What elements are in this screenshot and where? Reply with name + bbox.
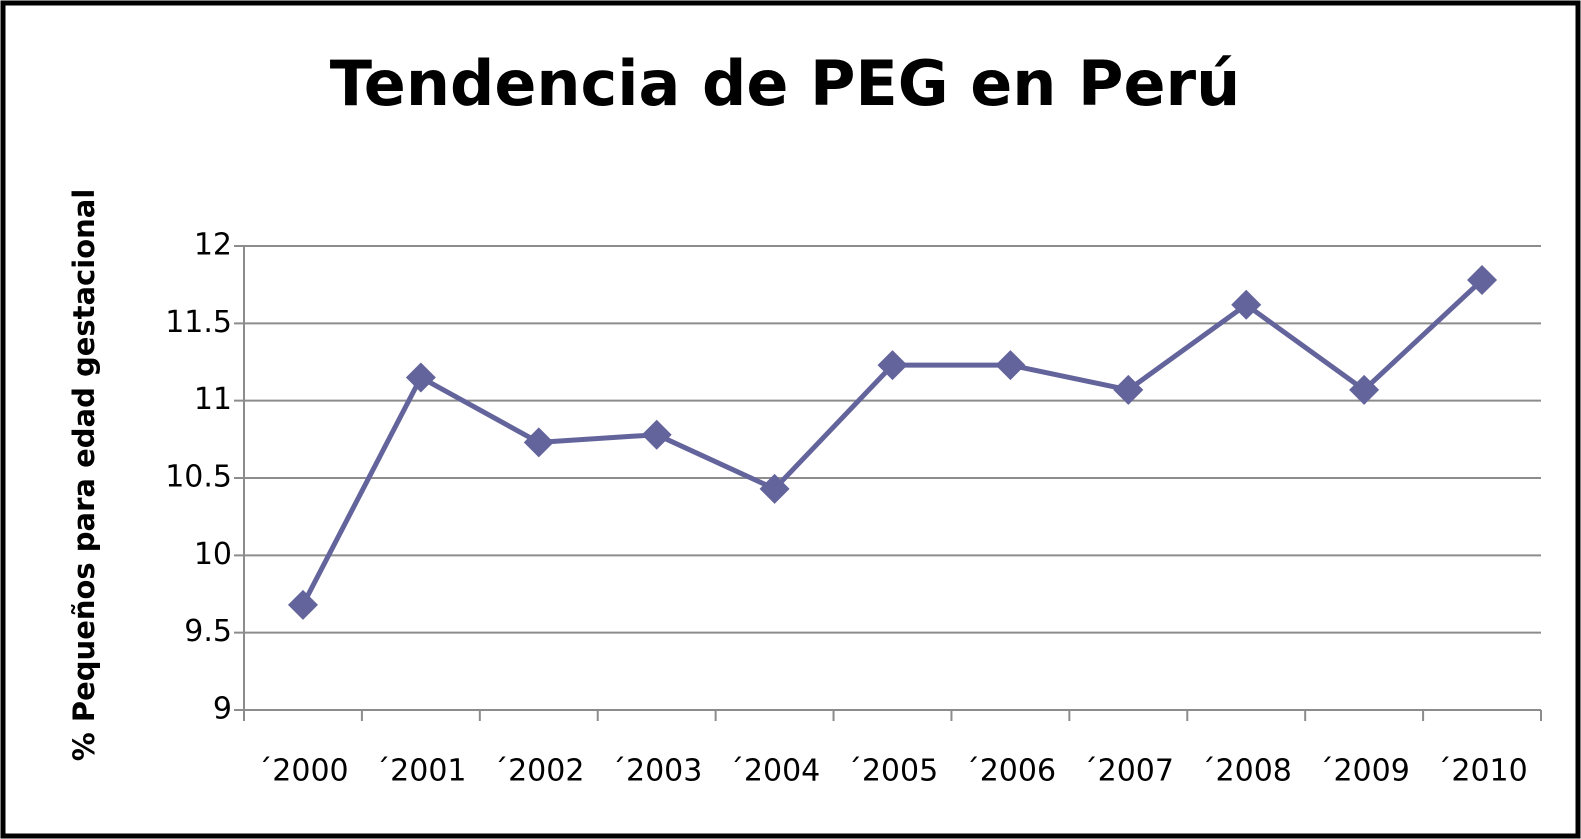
x-tick-label: ´2005 (847, 754, 938, 789)
y-tick-label: 11.5 (165, 305, 232, 340)
data-point (877, 350, 908, 381)
data-point (759, 473, 790, 504)
x-tick-label: ´2008 (1201, 754, 1292, 789)
chart-title: Tendencia de PEG en Perú (330, 47, 1241, 120)
x-tick-label: ´2006 (965, 754, 1056, 789)
y-tick-label: 12 (194, 228, 232, 263)
data-point (1467, 265, 1498, 296)
y-axis-label: % Pequeños para edad gestacional (67, 189, 101, 762)
y-tick-label: 10.5 (165, 460, 232, 495)
x-tick-label: ´2002 (493, 754, 584, 789)
y-tick-label: 9.5 (184, 614, 232, 649)
data-point (287, 589, 318, 620)
data-point (523, 427, 554, 458)
x-tick-label: ´2009 (1318, 754, 1409, 789)
y-tick-label: 10 (194, 537, 232, 572)
data-point (995, 350, 1026, 381)
data-point (1349, 374, 1380, 405)
x-tick-label: ´2001 (375, 754, 466, 789)
x-tick-label: ´2003 (611, 754, 702, 789)
y-tick-label: 9 (213, 692, 232, 727)
x-tick-label: ´2000 (257, 754, 348, 789)
x-tick-label: ´2010 (1436, 754, 1527, 789)
data-point (1231, 289, 1262, 320)
y-tick-label: 11 (194, 382, 232, 417)
x-tick-label: ´2004 (729, 754, 820, 789)
x-tick-label: ´2007 (1083, 754, 1174, 789)
data-point (1113, 374, 1144, 405)
data-point (641, 419, 672, 450)
data-point (405, 362, 436, 393)
